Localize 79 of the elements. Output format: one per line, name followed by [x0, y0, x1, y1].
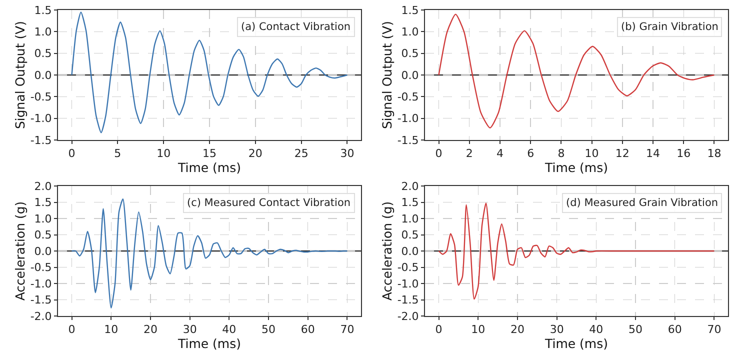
y-tick-label: -2.0 — [397, 310, 419, 323]
y-axis-title: Signal Output (V) — [379, 20, 394, 130]
x-tick-label: 50 — [262, 323, 276, 336]
y-tick-label: 0.5 — [34, 228, 52, 242]
x-axis-title: Time (ms) — [176, 160, 242, 176]
y-tick-label: 2.0 — [34, 180, 52, 193]
y-tick-label: 1.0 — [401, 26, 419, 39]
y-tick-label: -1.0 — [30, 277, 52, 290]
y-tick-label: -1.0 — [397, 277, 419, 290]
y-tick-label: 0.0 — [34, 244, 52, 258]
x-tick-label: 8 — [558, 147, 565, 160]
y-tick-label: 0.0 — [401, 68, 419, 82]
line-series — [71, 198, 348, 308]
annotation: (c) Measured Contact Vibration — [187, 197, 351, 209]
x-tick-label: 40 — [222, 323, 236, 336]
x-tick-label: 4 — [496, 147, 504, 160]
y-tick-label: -1.5 — [30, 294, 52, 307]
y-tick-label: -0.5 — [397, 261, 419, 274]
y-tick-label: 2.0 — [401, 180, 419, 193]
y-tick-label: 1.5 — [34, 196, 52, 210]
x-axis-title: Time (ms) — [544, 336, 608, 352]
x-tick-label: 70 — [707, 323, 722, 336]
y-tick-label: 1.0 — [34, 212, 52, 226]
x-tick-label: 12 — [615, 147, 630, 160]
x-tick-label: 70 — [340, 323, 354, 336]
y-tick-label: 0.0 — [34, 68, 52, 82]
x-tick-label: 6 — [527, 147, 534, 160]
y-tick-label: -0.5 — [30, 261, 52, 274]
y-tick-label: -1.5 — [397, 134, 419, 147]
y-tick-label: 1.5 — [401, 4, 419, 17]
y-tick-label: 0.0 — [401, 244, 419, 258]
y-tick-label: 1.0 — [401, 212, 419, 226]
y-tick-label: -1.5 — [30, 134, 52, 147]
x-tick-label: 18 — [707, 147, 722, 160]
x-tick-label: 50 — [628, 323, 643, 336]
x-tick-label: 40 — [589, 323, 604, 336]
y-tick-label: -1.5 — [397, 294, 419, 307]
y-axis-title: Acceleration (g) — [379, 201, 394, 301]
y-tick-label: -1.0 — [30, 112, 52, 126]
x-tick-label: 0 — [435, 323, 442, 336]
x-tick-label: 25 — [294, 147, 308, 160]
x-tick-label: 0 — [435, 147, 442, 160]
x-tick-label: 5 — [114, 147, 122, 160]
y-tick-label: 0.5 — [401, 47, 419, 60]
annotation: (d) Measured Grain Vibration — [566, 197, 718, 209]
y-tick-label: -0.5 — [397, 90, 419, 104]
annotation: (a) Contact Vibration — [241, 21, 351, 33]
y-tick-label: 0.5 — [401, 228, 419, 242]
x-tick-label: 60 — [668, 323, 682, 336]
y-tick-label: 1.0 — [34, 26, 52, 39]
x-axis-title: Time (ms) — [544, 160, 608, 176]
x-tick-label: 60 — [300, 323, 315, 336]
x-tick-label: 10 — [156, 147, 171, 160]
x-tick-label: 30 — [550, 323, 564, 336]
line-series — [71, 12, 348, 134]
x-tick-label: 10 — [471, 323, 486, 336]
x-tick-label: 0 — [68, 147, 76, 160]
x-tick-label: 2 — [466, 147, 473, 160]
y-tick-label: -1.0 — [397, 112, 419, 126]
x-tick-label: 10 — [584, 147, 599, 160]
y-tick-label: -2.0 — [30, 310, 52, 323]
x-tick-label: 10 — [104, 323, 118, 336]
x-tick-label: 30 — [182, 323, 197, 336]
y-tick-label: 1.5 — [401, 196, 419, 210]
x-tick-label: 14 — [646, 147, 660, 160]
x-axis-title: Time (ms) — [176, 336, 242, 352]
y-tick-label: 0.5 — [34, 47, 52, 60]
x-tick-label: 20 — [510, 323, 524, 336]
x-tick-label: 16 — [676, 147, 691, 160]
y-axis-title: Acceleration (g) — [12, 201, 28, 301]
x-tick-label: 15 — [202, 147, 216, 160]
y-tick-label: -0.5 — [30, 90, 52, 104]
x-tick-label: 0 — [68, 323, 76, 336]
annotation: (b) Grain Vibration — [621, 21, 718, 33]
y-tick-label: 1.5 — [34, 4, 52, 17]
x-tick-label: 20 — [248, 147, 262, 160]
x-tick-label: 20 — [143, 323, 158, 336]
y-axis-title: Signal Output (V) — [12, 20, 28, 130]
x-tick-label: 30 — [340, 147, 354, 160]
